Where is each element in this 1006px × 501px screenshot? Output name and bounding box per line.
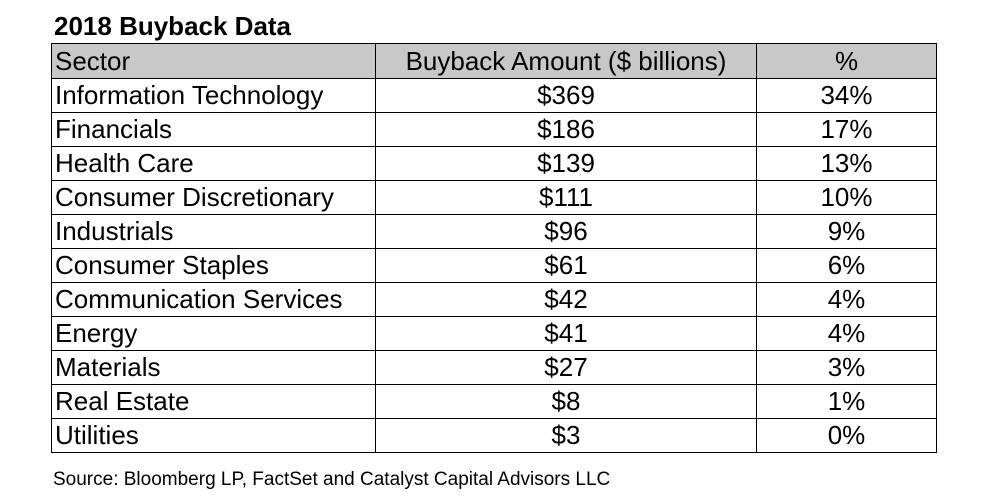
pct-cell: 1%	[756, 384, 937, 419]
sector-cell: Utilities	[51, 418, 376, 453]
table-row: Industrials $96 9%	[51, 214, 937, 249]
pct-cell: 10%	[756, 180, 937, 215]
header-pct: %	[756, 43, 937, 79]
table-title: 2018 Buyback Data	[54, 11, 292, 41]
table-row: Materials $27 3%	[51, 350, 937, 385]
amount-cell: $3	[375, 418, 757, 453]
amount-cell: $96	[375, 214, 757, 249]
amount-cell: $111	[375, 180, 757, 215]
table-row: Communication Services $42 4%	[51, 282, 937, 317]
table-row: Information Technology $369 34%	[51, 78, 937, 113]
table-row: Utilities $3 0%	[51, 418, 937, 453]
pct-cell: 34%	[756, 78, 937, 113]
table-row: Financials $186 17%	[51, 112, 937, 147]
pct-cell: 4%	[756, 316, 937, 351]
amount-cell: $8	[375, 384, 757, 419]
amount-cell: $27	[375, 350, 757, 385]
pct-cell: 0%	[756, 418, 937, 453]
pct-cell: 6%	[756, 248, 937, 283]
sector-cell: Consumer Discretionary	[51, 180, 376, 215]
pct-cell: 17%	[756, 112, 937, 147]
pct-cell: 3%	[756, 350, 937, 385]
pct-cell: 4%	[756, 282, 937, 317]
pct-cell: 9%	[756, 214, 937, 249]
header-row: Sector Buyback Amount ($ billions) %	[51, 43, 937, 79]
buyback-table: Sector Buyback Amount ($ billions) % Inf…	[51, 43, 937, 453]
sector-cell: Financials	[51, 112, 376, 147]
amount-cell: $42	[375, 282, 757, 317]
table-body: Information Technology $369 34% Financials $…	[51, 78, 937, 453]
sector-cell: Energy	[51, 316, 376, 351]
amount-cell: $369	[375, 78, 757, 113]
sector-cell: Industrials	[51, 214, 376, 249]
table-row: Consumer Discretionary $111 10%	[51, 180, 937, 215]
sector-cell: Information Technology	[51, 78, 376, 113]
table-row: Consumer Staples $61 6%	[51, 248, 937, 283]
amount-cell: $186	[375, 112, 757, 147]
table-row: Energy $41 4%	[51, 316, 937, 351]
source-note: Source: Bloomberg LP, FactSet and Cataly…	[53, 469, 611, 490]
pct-cell: 13%	[756, 146, 937, 181]
sector-cell: Communication Services	[51, 282, 376, 317]
sector-cell: Consumer Staples	[51, 248, 376, 283]
sector-cell: Materials	[51, 350, 376, 385]
header-sector: Sector	[51, 43, 376, 79]
amount-cell: $41	[375, 316, 757, 351]
table-row: Health Care $139 13%	[51, 146, 937, 181]
sector-cell: Real Estate	[51, 384, 376, 419]
amount-cell: $61	[375, 248, 757, 283]
amount-cell: $139	[375, 146, 757, 181]
header-amount: Buyback Amount ($ billions)	[375, 43, 757, 79]
sector-cell: Health Care	[51, 146, 376, 181]
table-row: Real Estate $8 1%	[51, 384, 937, 419]
